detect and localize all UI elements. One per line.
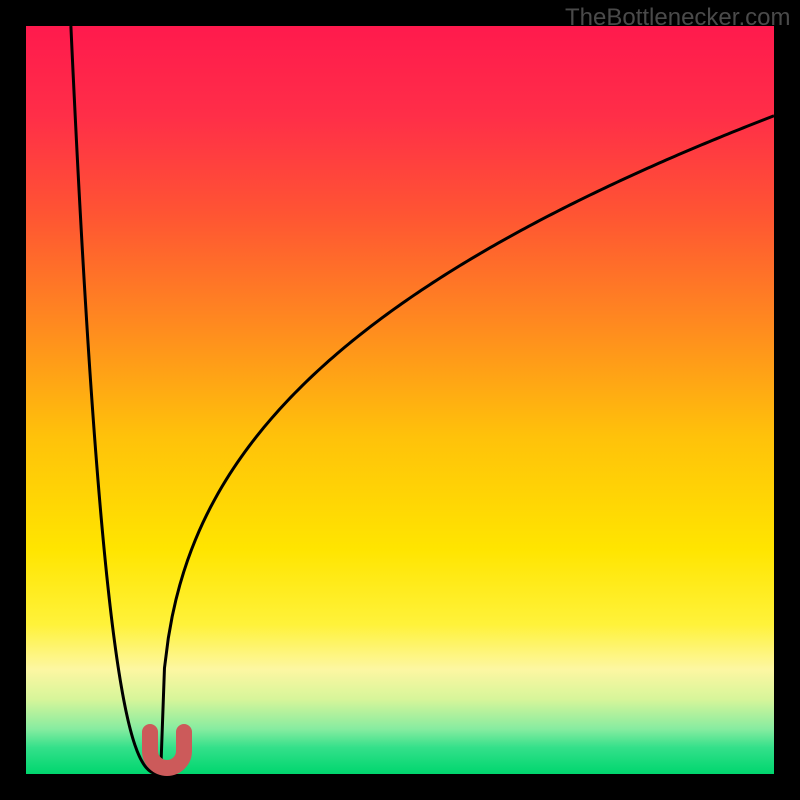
- attribution-label: TheBottlenecker.com: [565, 4, 790, 31]
- bottleneck-chart: TheBottlenecker.com: [0, 0, 800, 800]
- plot-area: [26, 26, 774, 774]
